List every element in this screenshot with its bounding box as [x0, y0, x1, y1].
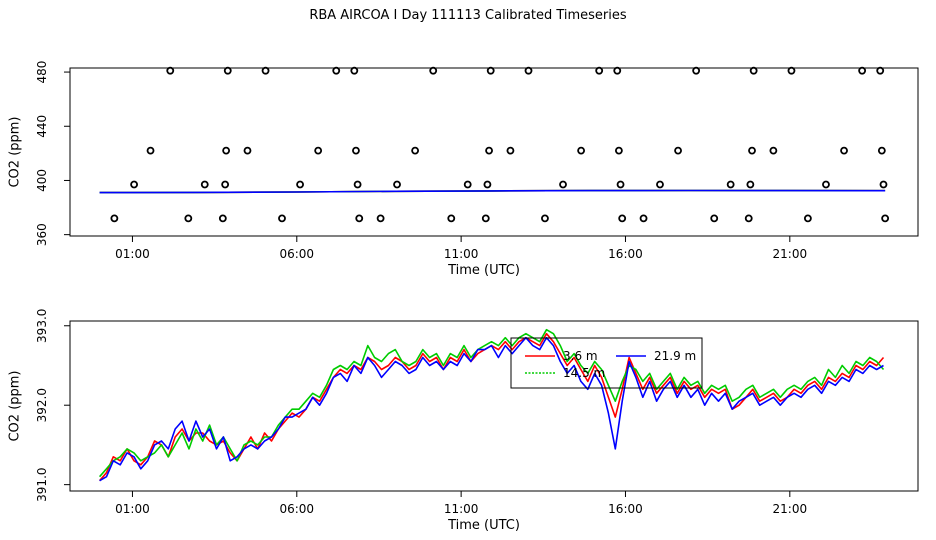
data-point: [577, 146, 586, 155]
data-point: [769, 146, 778, 155]
data-point: [222, 146, 231, 155]
data-point: [110, 214, 119, 223]
data-point: [376, 214, 385, 223]
data-point: [486, 66, 495, 75]
x-tick-label: 01:00: [115, 247, 150, 261]
data-point: [243, 146, 252, 155]
series-line-2: [99, 336, 884, 482]
x-tick-label: 01:00: [115, 502, 150, 516]
data-point: [674, 146, 682, 155]
data-point: [692, 66, 701, 75]
y-tick-label: 440: [35, 115, 49, 138]
legend-label: 14.5 m: [563, 366, 605, 380]
x-tick-label: 21:00: [773, 502, 808, 516]
data-point: [710, 214, 719, 223]
x-tick-label: 16:00: [608, 502, 643, 516]
data-point: [881, 214, 890, 223]
y-tick-label: 391.0: [35, 467, 49, 501]
data-point: [787, 66, 796, 75]
y-tick-label: 360: [35, 223, 49, 246]
data-point: [744, 214, 753, 223]
data-point: [840, 146, 848, 155]
y-axis-label: CO2 (ppm): [8, 370, 23, 441]
data-point: [223, 66, 232, 75]
x-tick-label: 11:00: [444, 247, 479, 261]
legend: 3.6 m 21.9 m 14.5 m: [510, 337, 703, 389]
data-point: [350, 66, 359, 75]
data-point: [296, 180, 304, 189]
data-point: [221, 180, 230, 189]
data-point: [506, 146, 515, 155]
legend-label: 21.9 m: [654, 349, 696, 363]
data-point: [146, 146, 155, 155]
data-point: [314, 146, 323, 155]
data-point: [218, 214, 227, 223]
data-point: [130, 180, 138, 189]
data-point: [803, 214, 812, 223]
data-point: [166, 66, 175, 75]
data-point: [278, 214, 286, 223]
y-axis-label: CO2 (ppm): [8, 116, 23, 187]
data-point: [353, 180, 362, 189]
data-point: [411, 146, 420, 155]
data-point: [541, 214, 549, 223]
x-tick-label: 16:00: [608, 247, 643, 261]
timeseries-panel: 01:00 06:00 11:00 16:00 21:00 391.0 392.0 393.0…: [8, 309, 919, 533]
series-line-2: [99, 189, 886, 194]
data-point: [485, 146, 493, 155]
data-point: [355, 214, 364, 223]
legend-label: 3.6 m: [563, 349, 598, 363]
data-point: [618, 214, 627, 223]
data-point: [352, 146, 360, 155]
y-tick-label: 480: [35, 61, 49, 84]
data-point: [524, 66, 533, 75]
data-point: [559, 180, 567, 189]
plot-frame: [69, 320, 919, 492]
data-point: [332, 66, 341, 75]
y-tick-label: 393.0: [35, 309, 49, 343]
plot-frame: [69, 67, 919, 237]
data-point: [749, 66, 758, 75]
y-tick-label: 400: [35, 169, 49, 192]
data-point: [879, 180, 888, 189]
legend-box: [510, 337, 703, 389]
x-axis-label: Time (UTC): [447, 518, 520, 533]
data-point: [429, 66, 438, 75]
x-axis-label: Time (UTC): [447, 263, 520, 278]
x-tick-label: 21:00: [773, 247, 808, 261]
data-point: [726, 180, 735, 189]
data-point: [748, 146, 756, 155]
data-point: [656, 180, 664, 189]
series-line-0: [98, 332, 885, 482]
x-tick-label: 11:00: [444, 502, 479, 516]
data-point: [184, 214, 193, 223]
y-tick-label: 392.0: [35, 388, 49, 422]
data-point: [595, 66, 604, 75]
data-point: [877, 146, 886, 155]
data-point: [858, 66, 867, 75]
data-point: [261, 66, 270, 75]
data-point: [614, 146, 623, 155]
data-point: [613, 66, 622, 75]
data-point: [483, 180, 492, 189]
x-tick-label: 06:00: [279, 502, 314, 516]
data-point: [822, 180, 830, 189]
data-point: [481, 214, 490, 223]
series-line-1: [98, 328, 885, 478]
scatter-panel: 01:00 06:00 11:00 16:00 21:00 360 400 440 480 Tim…: [8, 61, 919, 278]
data-point: [616, 180, 625, 189]
figure-title: RBA AIRCOA I Day 111113 Calibrated Times…: [309, 8, 627, 23]
data-point: [746, 180, 755, 189]
data-point: [639, 214, 648, 223]
x-tick-label: 06:00: [279, 247, 314, 261]
data-point: [200, 180, 209, 189]
data-point: [393, 180, 401, 189]
data-point: [447, 214, 456, 223]
data-point: [463, 180, 472, 189]
data-point: [876, 66, 885, 75]
